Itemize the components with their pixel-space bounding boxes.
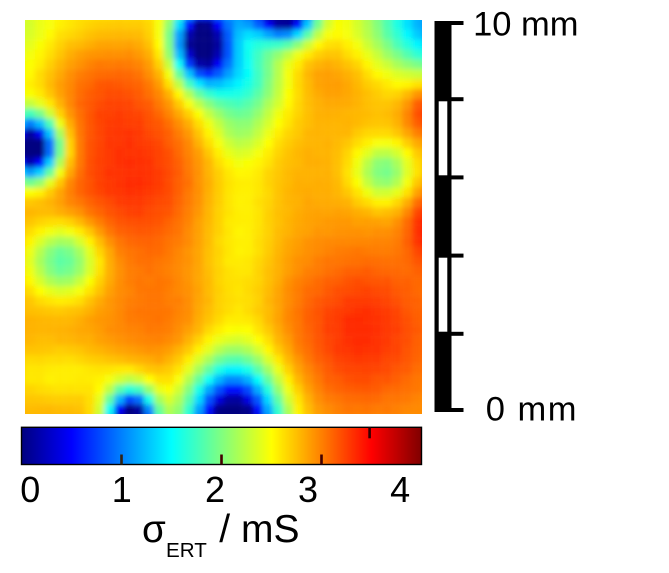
svg-text:10 mm: 10 mm xyxy=(473,5,578,43)
svg-text:ERT: ERT xyxy=(166,539,207,562)
svg-text:4: 4 xyxy=(390,469,410,510)
svg-text:3: 3 xyxy=(298,469,318,510)
svg-text:1: 1 xyxy=(112,469,132,510)
svg-text:0: 0 xyxy=(20,469,40,510)
svg-text:σ: σ xyxy=(142,508,166,551)
svg-text:0 mm: 0 mm xyxy=(486,390,578,428)
svg-text:/ mS: / mS xyxy=(219,508,299,551)
svg-text:2: 2 xyxy=(205,469,225,510)
